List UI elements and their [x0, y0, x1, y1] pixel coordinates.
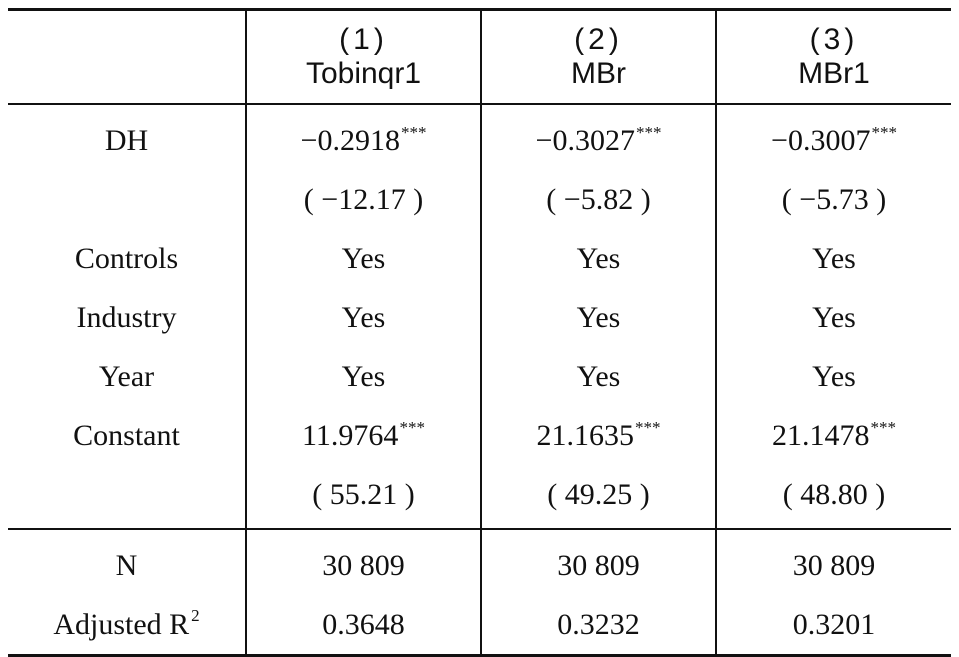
- cell-value: ( −5.82 ): [546, 182, 651, 216]
- table-row: DH −0.2918*** −0.3027*** −0.3007***: [8, 104, 951, 170]
- significance-stars: ***: [635, 122, 662, 142]
- table-body: DH −0.2918*** −0.3027*** −0.3007***( −12.17…: [8, 104, 951, 529]
- column-name: MBr1: [798, 57, 870, 90]
- row-label: [8, 170, 246, 229]
- table-cell: 30 809: [245, 529, 481, 595]
- cell-value: ( 49.25 ): [547, 477, 650, 511]
- cell-value: Yes: [341, 300, 386, 334]
- regression-table: (1) Tobinqr1 (2) MBr (3) MBr1 DH −0.2918*…: [8, 8, 951, 657]
- cell-value: Yes: [812, 241, 856, 275]
- cell-value: −0.3027: [535, 123, 635, 157]
- row-label: N: [8, 529, 246, 595]
- significance-stars: ***: [399, 417, 425, 437]
- table-row: Constant 11.9764*** 21.1635*** 21.1478***: [8, 406, 951, 465]
- row-label: Controls: [74, 241, 179, 275]
- table-cell: Yes: [715, 229, 951, 288]
- column-number: (2): [574, 23, 623, 56]
- column-number: (3): [809, 23, 859, 56]
- cell-value: 21.1635: [536, 418, 635, 452]
- table-cell: Yes: [245, 347, 481, 406]
- row-label-superscript: 2: [191, 605, 200, 625]
- table-row: N 30 809 30 809 30 809: [8, 529, 951, 595]
- table-row: Controls Yes Yes Yes: [8, 229, 951, 288]
- row-label: [8, 465, 246, 529]
- row-label-text: N: [115, 548, 138, 582]
- row-label: Industry: [76, 300, 177, 334]
- cell-value: Yes: [576, 241, 621, 275]
- row-label: Constant: [73, 418, 180, 452]
- table-cell: −0.2918***: [245, 104, 481, 170]
- table-cell: Yes: [480, 347, 716, 406]
- table-cell: Yes: [245, 288, 481, 347]
- cell-value: Yes: [576, 359, 621, 393]
- header-row: (1) Tobinqr1 (2) MBr (3) MBr1: [8, 9, 951, 105]
- cell-value: Yes: [576, 300, 621, 334]
- cell-value: Yes: [812, 359, 856, 393]
- table-row: ( −12.17 ) ( −5.82 ) ( −5.73 ): [8, 170, 951, 229]
- column-header-2: (2) MBr: [480, 9, 716, 104]
- table-cell: 30 809: [480, 529, 716, 595]
- table-row: Adjusted R 2 0.3648 0.3232 0.3201: [8, 595, 951, 656]
- cell-value: −0.2918: [300, 123, 400, 157]
- column-name: MBr: [571, 57, 626, 90]
- table-cell: Yes: [480, 229, 716, 288]
- cell-value: ( 55.21 ): [312, 477, 415, 511]
- cell-value: 21.1478: [772, 418, 870, 452]
- cell-value: 11.9764: [302, 418, 399, 452]
- significance-stars: ***: [871, 122, 897, 142]
- significance-stars: ***: [635, 417, 661, 437]
- cell-value: ( 48.80 ): [782, 477, 886, 511]
- table-cell: 11.9764***: [245, 406, 481, 465]
- cell-value: Yes: [341, 359, 386, 393]
- table-cell: Yes: [480, 288, 716, 347]
- table-cell: 21.1478***: [715, 406, 951, 465]
- cell-value: Yes: [341, 241, 386, 275]
- table-cell: Yes: [715, 288, 951, 347]
- table-cell: Yes: [245, 229, 481, 288]
- table-cell: ( 48.80 ): [715, 465, 951, 529]
- cell-value: Yes: [812, 300, 856, 334]
- significance-stars: ***: [400, 122, 427, 142]
- column-header-1: (1) Tobinqr1: [245, 9, 481, 104]
- row-label: Year: [98, 359, 155, 393]
- table-cell: ( −5.73 ): [715, 170, 951, 229]
- table-row: ( 55.21 ) ( 49.25 ) ( 48.80 ): [8, 465, 951, 529]
- table-cell: −0.3027***: [480, 104, 716, 170]
- row-label-text: Adjusted R: [53, 607, 190, 641]
- table-cell: ( −12.17 ): [245, 170, 481, 229]
- table-cell: 0.3201: [715, 595, 951, 656]
- cell-value: ( −12.17 ): [303, 182, 424, 216]
- significance-stars: ***: [870, 417, 897, 437]
- column-header-3: (3) MBr1: [715, 9, 951, 104]
- cell-value: −0.3007: [771, 123, 871, 157]
- cell-value: ( −5.73 ): [781, 182, 887, 216]
- table-cell: Yes: [715, 347, 951, 406]
- header-corner: [8, 10, 246, 105]
- table-cell: ( 49.25 ): [480, 465, 716, 529]
- table-cell: 0.3232: [480, 595, 716, 656]
- column-name: Tobinqr1: [305, 57, 422, 90]
- table-cell: 0.3648: [245, 595, 481, 656]
- table-row: Industry Yes Yes Yes: [8, 288, 951, 347]
- table-cell: ( 55.21 ): [245, 465, 481, 529]
- table-cell: ( −5.82 ): [480, 170, 716, 229]
- table-footer: N 30 809 30 809 30 809 Adjusted R 2 0.3648 0.32…: [8, 529, 951, 656]
- table-cell: −0.3007***: [715, 104, 951, 170]
- table-row: Year Yes Yes Yes: [8, 347, 951, 406]
- column-number: (1): [339, 23, 388, 56]
- table-cell: 30 809: [715, 529, 951, 595]
- row-label: DH: [104, 123, 149, 157]
- table-cell: 21.1635***: [480, 406, 716, 465]
